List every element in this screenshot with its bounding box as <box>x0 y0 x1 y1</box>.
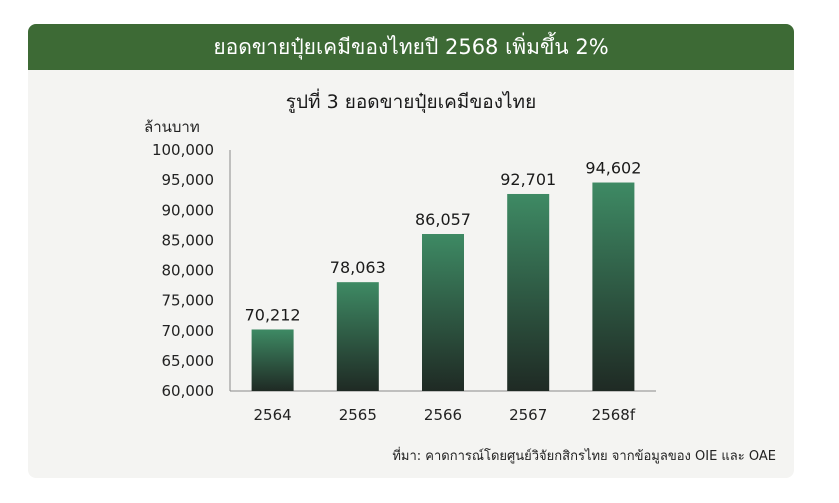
y-tick-label: 60,000 <box>162 382 215 400</box>
bar-chart: รูปที่ 3 ยอดขายปุ๋ยเคมีของไทย ล้านบาท 60… <box>144 88 776 464</box>
chart-card: ยอดขายปุ๋ยเคมีของไทยปี 2568 เพิ่มขึ้น 2%… <box>28 24 794 478</box>
bar-value-label: 70,212 <box>245 305 301 324</box>
x-tick-label: 2566 <box>424 406 462 424</box>
y-tick-label: 65,000 <box>162 352 215 370</box>
bar-value-label: 78,063 <box>330 258 386 277</box>
bar-value-label: 86,057 <box>415 210 471 229</box>
x-axis-labels: 2564 2565 2566 2567 2568f <box>254 406 636 424</box>
x-tick-label: 2567 <box>509 406 547 424</box>
y-tick-label: 90,000 <box>162 201 215 219</box>
bar-value-label: 92,701 <box>500 170 556 189</box>
banner-title: ยอดขายปุ๋ยเคมีของไทยปี 2568 เพิ่มขึ้น 2% <box>28 24 794 70</box>
y-axis-ticks: 60,000 65,000 70,000 75,000 80,000 85,000 90,0… <box>152 141 214 400</box>
source-note: ที่มา: คาดการณ์โดยศูนย์วิจัยกสิกรไทย จาก… <box>392 447 776 464</box>
bars-group: 70,212 78,063 86,057 92,701 94,602 <box>245 159 641 391</box>
y-tick-label: 95,000 <box>162 171 215 189</box>
y-tick-label: 85,000 <box>162 231 215 249</box>
y-tick-label: 75,000 <box>162 292 215 310</box>
bar-2568f <box>592 182 635 391</box>
y-tick-label: 70,000 <box>162 322 215 340</box>
x-tick-label: 2568f <box>592 406 636 424</box>
bar-2564 <box>251 329 294 391</box>
y-tick-label: 100,000 <box>152 141 214 159</box>
y-axis-unit-label: ล้านบาท <box>144 118 200 136</box>
bar-value-label: 94,602 <box>585 159 641 178</box>
x-tick-label: 2564 <box>254 406 292 424</box>
bar-2566 <box>422 234 464 391</box>
bar-2567 <box>507 193 550 391</box>
chart-title: รูปที่ 3 ยอดขายปุ๋ยเคมีของไทย <box>286 88 536 114</box>
bar-2565 <box>336 282 379 391</box>
y-tick-label: 80,000 <box>162 262 215 280</box>
x-tick-label: 2565 <box>339 406 377 424</box>
